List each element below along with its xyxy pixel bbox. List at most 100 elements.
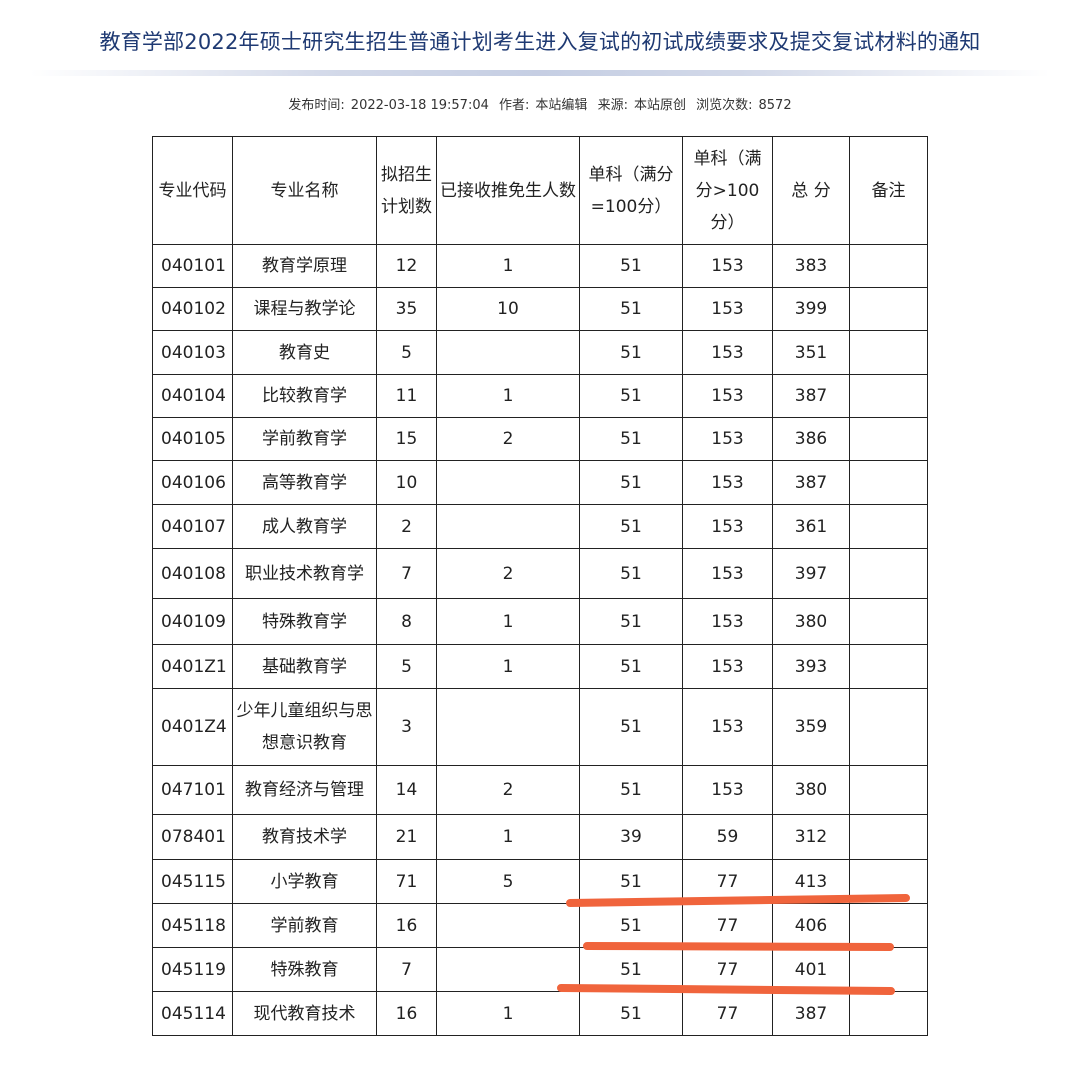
title-divider <box>30 70 1050 76</box>
table-cell: 153 <box>682 287 773 331</box>
source: 本站原创 <box>633 98 686 113</box>
table-cell: 现代教育技术 <box>232 991 377 1036</box>
table-row: 040107 成人教育学 2 51 153 361 <box>152 504 928 549</box>
table-cell: 51 <box>579 688 683 766</box>
table-cell <box>849 814 928 860</box>
table-cell: 040107 <box>152 504 233 549</box>
table-cell <box>849 504 928 549</box>
table-cell: 51 <box>579 765 683 815</box>
table-row: 040104 比较教育学 11 1 51 153 387 <box>152 374 928 418</box>
table-cell: 399 <box>772 287 850 331</box>
table-cell: 5 <box>376 330 437 375</box>
views-count: 8572 <box>758 98 792 113</box>
table-cell <box>436 688 580 766</box>
table-cell <box>849 947 928 992</box>
table-cell: 153 <box>682 644 773 689</box>
column-header: 单科（满分>100分） <box>682 136 773 245</box>
table-cell: 77 <box>682 903 773 948</box>
table-cell: 16 <box>376 991 437 1036</box>
table-cell: 8 <box>376 598 437 645</box>
table-header-row: 专业代码 专业名称 拟招生计划数 已接收推免生人数 单科（满分=100分） 单科（满分>1… <box>152 136 928 245</box>
table-row: 045118 学前教育 16 51 77 406 <box>152 903 928 948</box>
table-cell: 7 <box>376 947 437 992</box>
column-header: 拟招生计划数 <box>376 136 437 245</box>
table-cell: 2 <box>376 504 437 549</box>
table-cell: 0401Z1 <box>152 644 233 689</box>
table-cell: 040101 <box>152 244 233 288</box>
table-cell <box>849 460 928 505</box>
column-header: 总 分 <box>772 136 850 245</box>
table-cell: 387 <box>772 374 850 418</box>
table-cell: 3 <box>376 688 437 766</box>
table-cell <box>849 330 928 375</box>
table-cell: 2 <box>436 417 580 461</box>
table-cell: 393 <box>772 644 850 689</box>
table-cell: 51 <box>579 504 683 549</box>
table-cell: 2 <box>436 765 580 815</box>
table-row: 0401Z1 基础教育学 5 1 51 153 393 <box>152 644 928 689</box>
table-cell: 040106 <box>152 460 233 505</box>
table-cell: 040104 <box>152 374 233 418</box>
table-cell: 045114 <box>152 991 233 1036</box>
publish-time: 2022-03-18 19:57:04 <box>350 98 489 113</box>
table-cell: 特殊教育 <box>232 947 377 992</box>
table-cell: 39 <box>579 814 683 860</box>
table-cell: 413 <box>772 859 850 904</box>
publish-label: 发布时间: <box>288 98 345 113</box>
table-cell: 15 <box>376 417 437 461</box>
table-cell: 51 <box>579 859 683 904</box>
table-cell: 1 <box>436 991 580 1036</box>
table-cell: 397 <box>772 548 850 599</box>
table-cell: 361 <box>772 504 850 549</box>
table-cell <box>436 460 580 505</box>
table-cell: 153 <box>682 504 773 549</box>
table-cell: 77 <box>682 991 773 1036</box>
views-label: 浏览次数: <box>696 98 753 113</box>
table-cell: 406 <box>772 903 850 948</box>
table-cell: 51 <box>579 330 683 375</box>
table-cell: 153 <box>682 688 773 766</box>
author: 本站编辑 <box>535 98 588 113</box>
table-row: 040103 教育史 5 51 153 351 <box>152 330 928 375</box>
table-cell: 153 <box>682 765 773 815</box>
table-cell <box>849 548 928 599</box>
table-cell <box>849 688 928 766</box>
table-cell: 职业技术教育学 <box>232 548 377 599</box>
table-row: 040108 职业技术教育学 7 2 51 153 397 <box>152 548 928 599</box>
table-cell: 51 <box>579 598 683 645</box>
table-cell <box>849 417 928 461</box>
table-cell: 380 <box>772 765 850 815</box>
table-cell <box>849 598 928 645</box>
table-cell: 学前教育学 <box>232 417 377 461</box>
table-cell: 153 <box>682 417 773 461</box>
table-cell: 学前教育 <box>232 903 377 948</box>
table-cell: 教育史 <box>232 330 377 375</box>
table-cell <box>849 903 928 948</box>
table-cell: 153 <box>682 598 773 645</box>
table-cell: 51 <box>579 644 683 689</box>
table-cell: 小学教育 <box>232 859 377 904</box>
table-cell: 040105 <box>152 417 233 461</box>
table-cell: 51 <box>579 460 683 505</box>
table-cell: 51 <box>579 244 683 288</box>
table-cell: 078401 <box>152 814 233 860</box>
table-cell: 045119 <box>152 947 233 992</box>
table-cell <box>436 903 580 948</box>
column-header: 专业名称 <box>232 136 377 245</box>
table-cell: 14 <box>376 765 437 815</box>
article-meta: 发布时间: 2022-03-18 19:57:04 作者: 本站编辑 来源: 本站原创… <box>0 94 1080 113</box>
score-requirements-table: 专业代码 专业名称 拟招生计划数 已接收推免生人数 单科（满分=100分） 单科（满分>1… <box>152 136 928 1036</box>
column-header: 专业代码 <box>152 136 233 245</box>
table-cell: 教育学原理 <box>232 244 377 288</box>
table-cell: 5 <box>376 644 437 689</box>
table-cell: 387 <box>772 460 850 505</box>
table-cell: 153 <box>682 330 773 375</box>
table-cell: 1 <box>436 374 580 418</box>
table-cell: 11 <box>376 374 437 418</box>
table-cell: 课程与教学论 <box>232 287 377 331</box>
table-cell: 成人教育学 <box>232 504 377 549</box>
table-cell: 045115 <box>152 859 233 904</box>
table-cell: 51 <box>579 903 683 948</box>
table-row: 040106 高等教育学 10 51 153 387 <box>152 460 928 505</box>
table-cell: 0401Z4 <box>152 688 233 766</box>
